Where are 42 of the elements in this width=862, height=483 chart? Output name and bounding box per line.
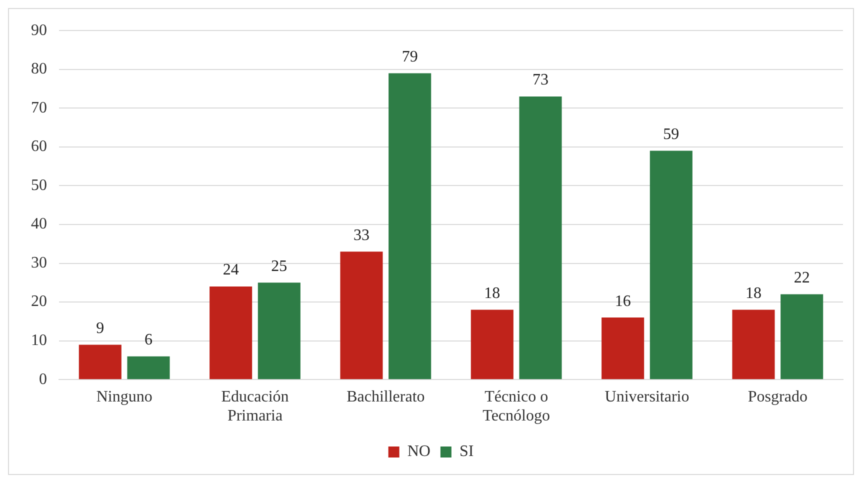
y-tick-label: 10 (31, 332, 47, 350)
bar (650, 150, 692, 380)
bar (732, 310, 775, 380)
legend-label: NO (407, 443, 430, 460)
bar (602, 318, 644, 380)
data-label: 16 (614, 292, 631, 310)
x-tick-label: Técnico o Tecnólogo (482, 388, 550, 425)
x-tick-label: Educación Primaria (221, 388, 289, 425)
y-tick-label: 60 (31, 138, 47, 156)
y-tick-label: 90 (31, 22, 47, 39)
data-label: 18 (484, 285, 500, 302)
data-label: 73 (532, 72, 549, 89)
y-tick-label: 40 (31, 216, 47, 233)
y-tick-label: 70 (31, 99, 47, 116)
bar (388, 73, 432, 380)
y-tick-label: 80 (31, 60, 47, 78)
bar (340, 252, 383, 380)
y-tick-label: 30 (31, 254, 47, 272)
y-tick-label: 0 (39, 370, 47, 388)
data-label: 59 (663, 126, 680, 144)
bar (78, 344, 122, 380)
bar (470, 310, 514, 380)
legend-label: SI (459, 443, 474, 460)
bar (519, 96, 562, 380)
x-tick-label: Bachillerato (346, 388, 425, 406)
x-tick-label: Ninguno (96, 388, 152, 406)
bar (258, 282, 300, 380)
data-label: 24 (222, 262, 239, 279)
bar (210, 286, 252, 380)
data-label: 22 (794, 269, 810, 286)
y-tick-label: 50 (31, 176, 47, 194)
x-tick-label: Posgrado (748, 388, 808, 406)
data-label: 6 (144, 332, 153, 349)
data-label: 25 (271, 258, 288, 275)
x-tick-label: Universitario (604, 388, 690, 406)
bar (780, 294, 824, 380)
data-label: 33 (353, 226, 370, 244)
data-label: 79 (402, 48, 418, 66)
data-label: 9 (96, 320, 104, 337)
bar (127, 356, 170, 380)
y-tick-label: 20 (31, 293, 47, 310)
data-label: 18 (745, 285, 762, 302)
